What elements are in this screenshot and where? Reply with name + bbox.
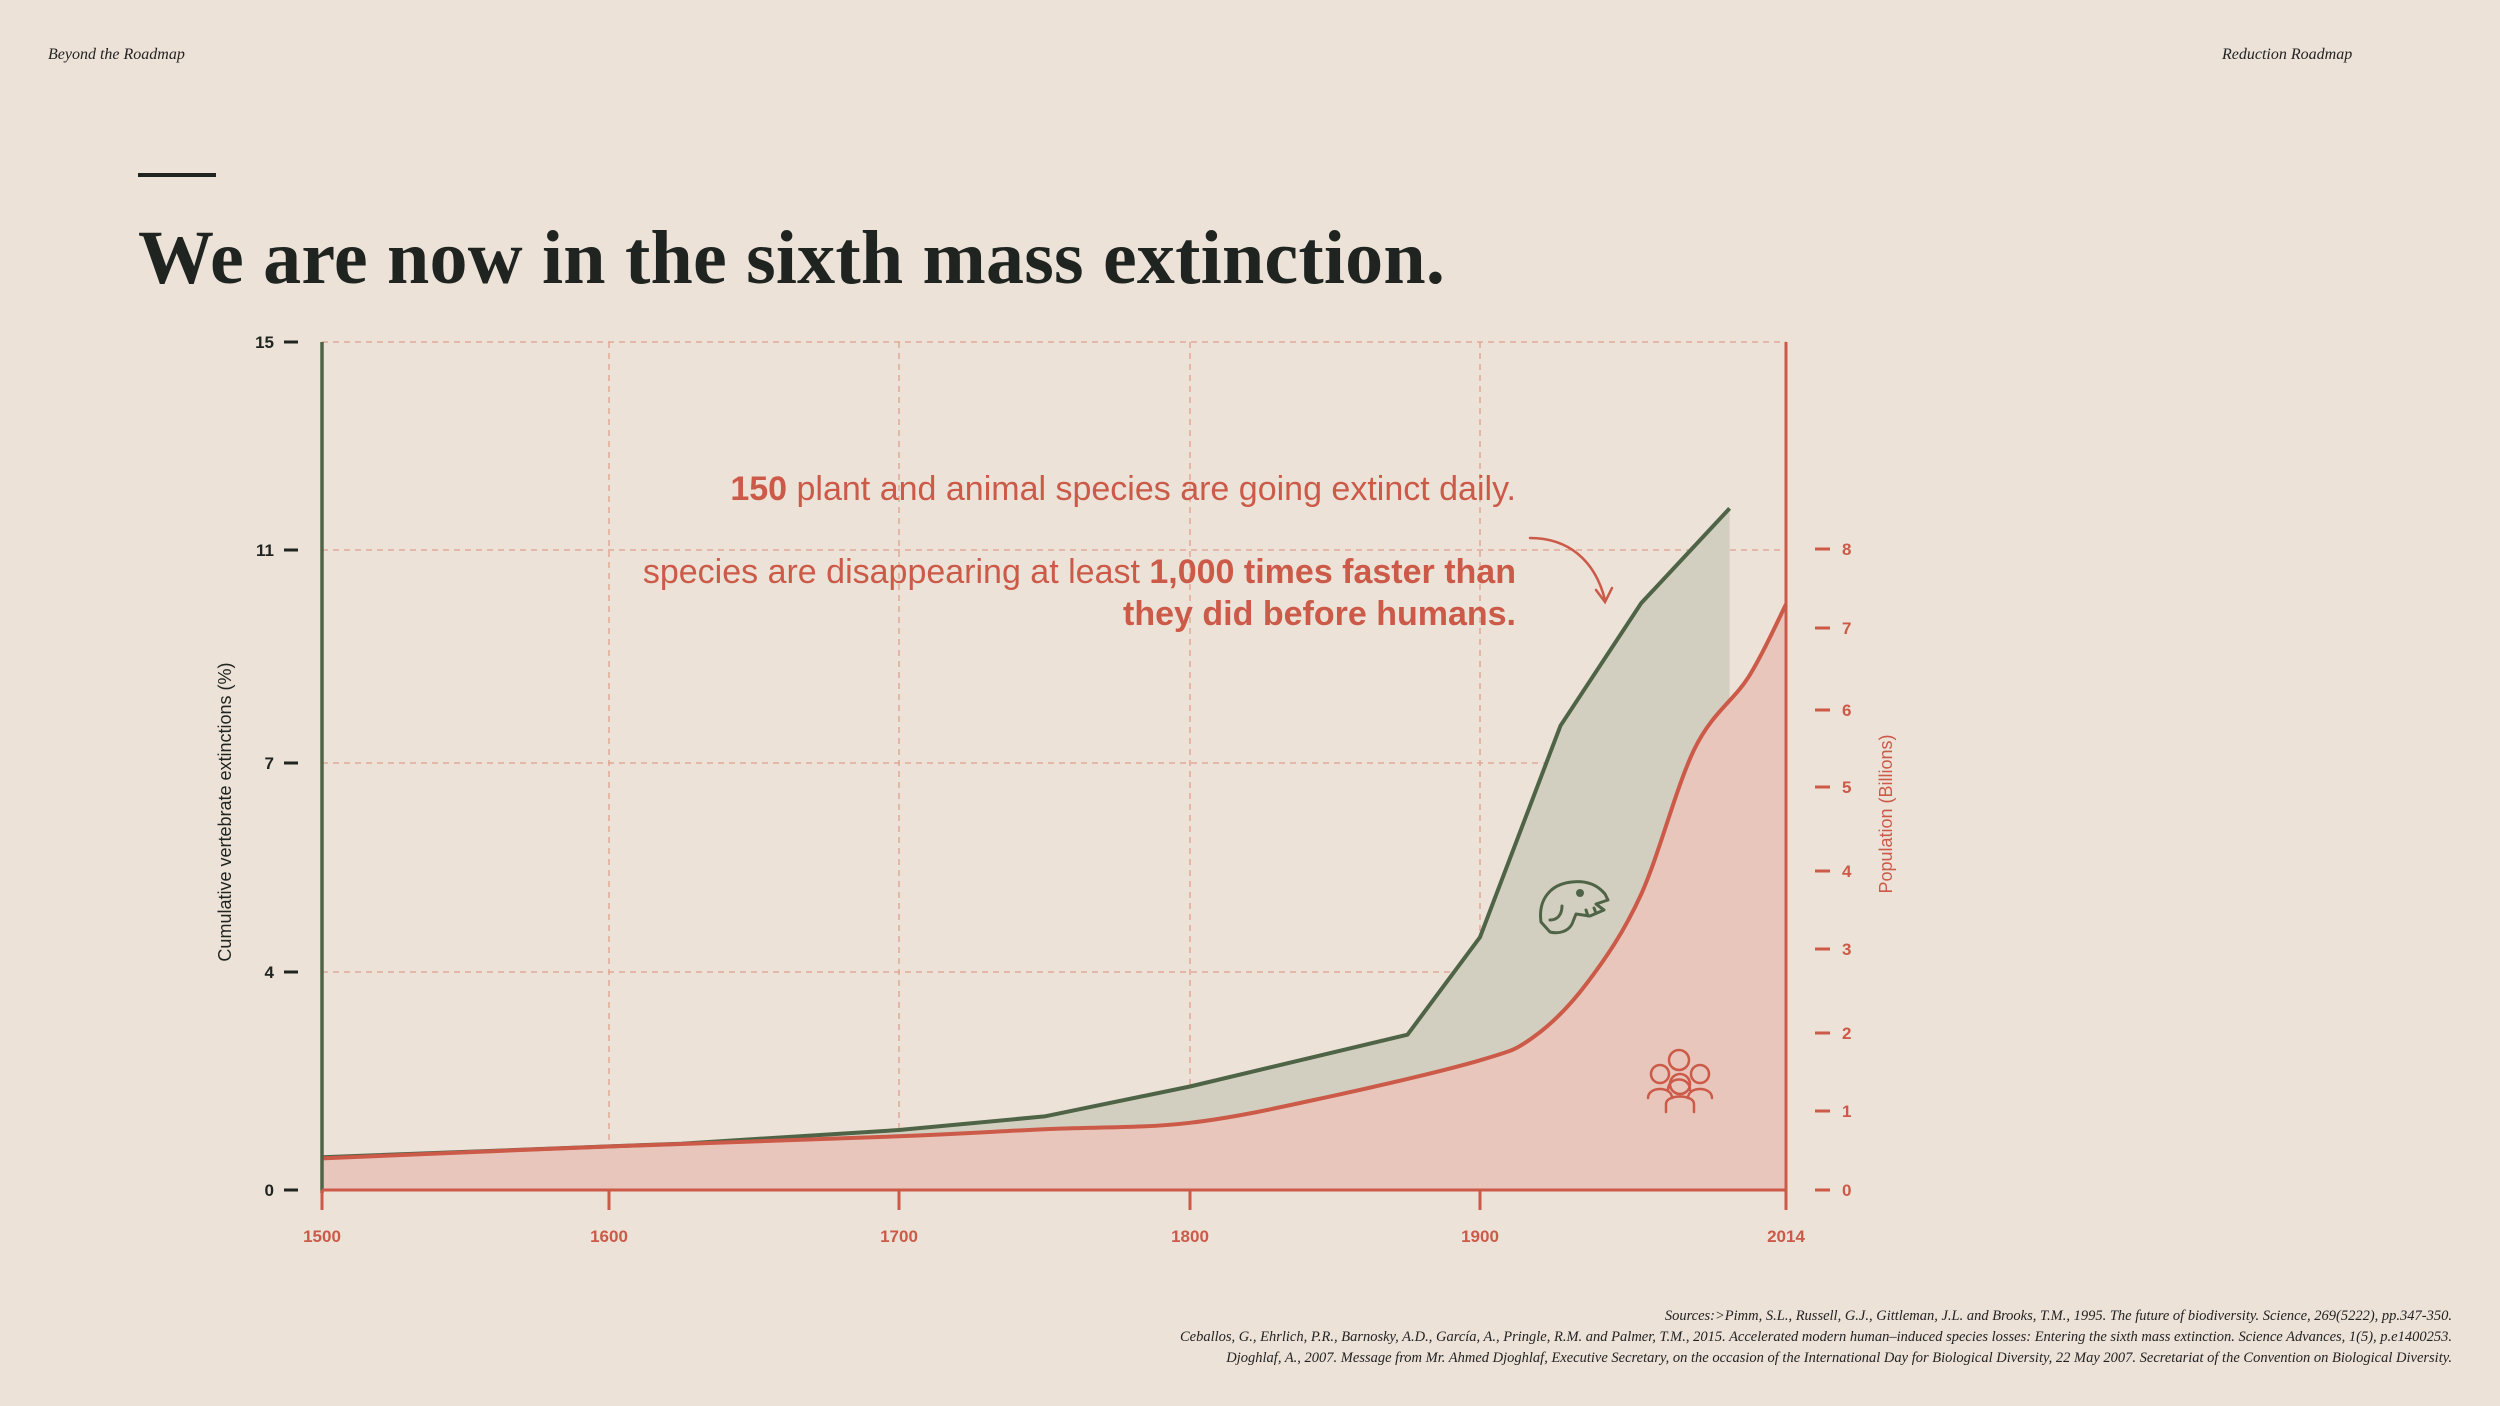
x-tick-label: 1600 bbox=[590, 1227, 628, 1246]
right-tick-label: 5 bbox=[1842, 778, 1851, 797]
population-series-line bbox=[321, 603, 1788, 1161]
x-tick-label: 2014 bbox=[1767, 1227, 1805, 1246]
right-tick-label: 2 bbox=[1842, 1024, 1851, 1043]
source-line: Sources:>Pimm, S.L., Russell, G.J., Gitt… bbox=[1664, 1308, 2452, 1324]
page-title: We are now in the sixth mass extinction. bbox=[138, 216, 1446, 300]
annotation-line-1-rest: plant and animal species are going extin… bbox=[787, 470, 1516, 508]
chart-axes: 1500 1600 1700 1800 1900 20140471115Cumulativ… bbox=[215, 333, 1896, 1246]
left-tick-label: 11 bbox=[256, 541, 274, 560]
chart-grid bbox=[322, 341, 1786, 1190]
annotation-line-3: they did before humans. bbox=[1123, 595, 1516, 633]
x-tick-label: 1700 bbox=[880, 1227, 918, 1246]
x-tick-label: 1800 bbox=[1171, 1227, 1209, 1246]
x-tick-label: 1500 bbox=[303, 1227, 341, 1246]
left-tick-label: 4 bbox=[265, 963, 275, 982]
dinosaur-icon bbox=[1539, 880, 1610, 935]
title-rule bbox=[138, 173, 216, 177]
right-tick-label: 3 bbox=[1842, 940, 1851, 959]
annotation-line-2-bold: 1,000 times faster than bbox=[1149, 553, 1516, 591]
annotation-line-2-plain: species are disappearing at least bbox=[643, 553, 1150, 591]
header-left-label: Beyond the Roadmap bbox=[48, 46, 185, 63]
right-tick-label: 8 bbox=[1842, 540, 1851, 559]
sources-block: Sources:>Pimm, S.L., Russell, G.J., Gitt… bbox=[1180, 1306, 2452, 1369]
left-tick-label: 15 bbox=[255, 333, 274, 352]
right-tick-label: 0 bbox=[1842, 1181, 1851, 1200]
x-tick-label: 1900 bbox=[1461, 1227, 1499, 1246]
chart-areas bbox=[321, 507, 1788, 1190]
left-tick-label: 7 bbox=[265, 754, 274, 773]
right-tick-label: 6 bbox=[1842, 701, 1851, 720]
people-group-icon bbox=[1646, 1048, 1714, 1114]
population-area bbox=[322, 604, 1786, 1190]
right-tick-label: 7 bbox=[1842, 619, 1851, 638]
source-line: Ceballos, G., Ehrlich, P.R., Barnosky, A… bbox=[1179, 1329, 2452, 1345]
annotation-line-1: 150 plant and animal species are going e… bbox=[730, 470, 1516, 508]
annotation-line-1-bold: 150 bbox=[730, 470, 787, 508]
right-tick-label: 1 bbox=[1842, 1102, 1851, 1121]
source-line: Djoghlaf, A., 2007. Message from Mr. Ahm… bbox=[1226, 1350, 2452, 1366]
left-tick-label: 0 bbox=[265, 1181, 274, 1200]
header-right-label: Reduction Roadmap bbox=[2222, 46, 2353, 63]
curved-arrow-icon bbox=[1528, 536, 1614, 605]
left-axis-label: Cumulative vertebrate extinctions (%) bbox=[215, 662, 235, 961]
right-tick-label: 4 bbox=[1842, 862, 1852, 881]
right-axis-label: Population (Billions) bbox=[1876, 734, 1896, 893]
annotation-line-2: species are disappearing at least 1,000 … bbox=[643, 553, 1516, 591]
